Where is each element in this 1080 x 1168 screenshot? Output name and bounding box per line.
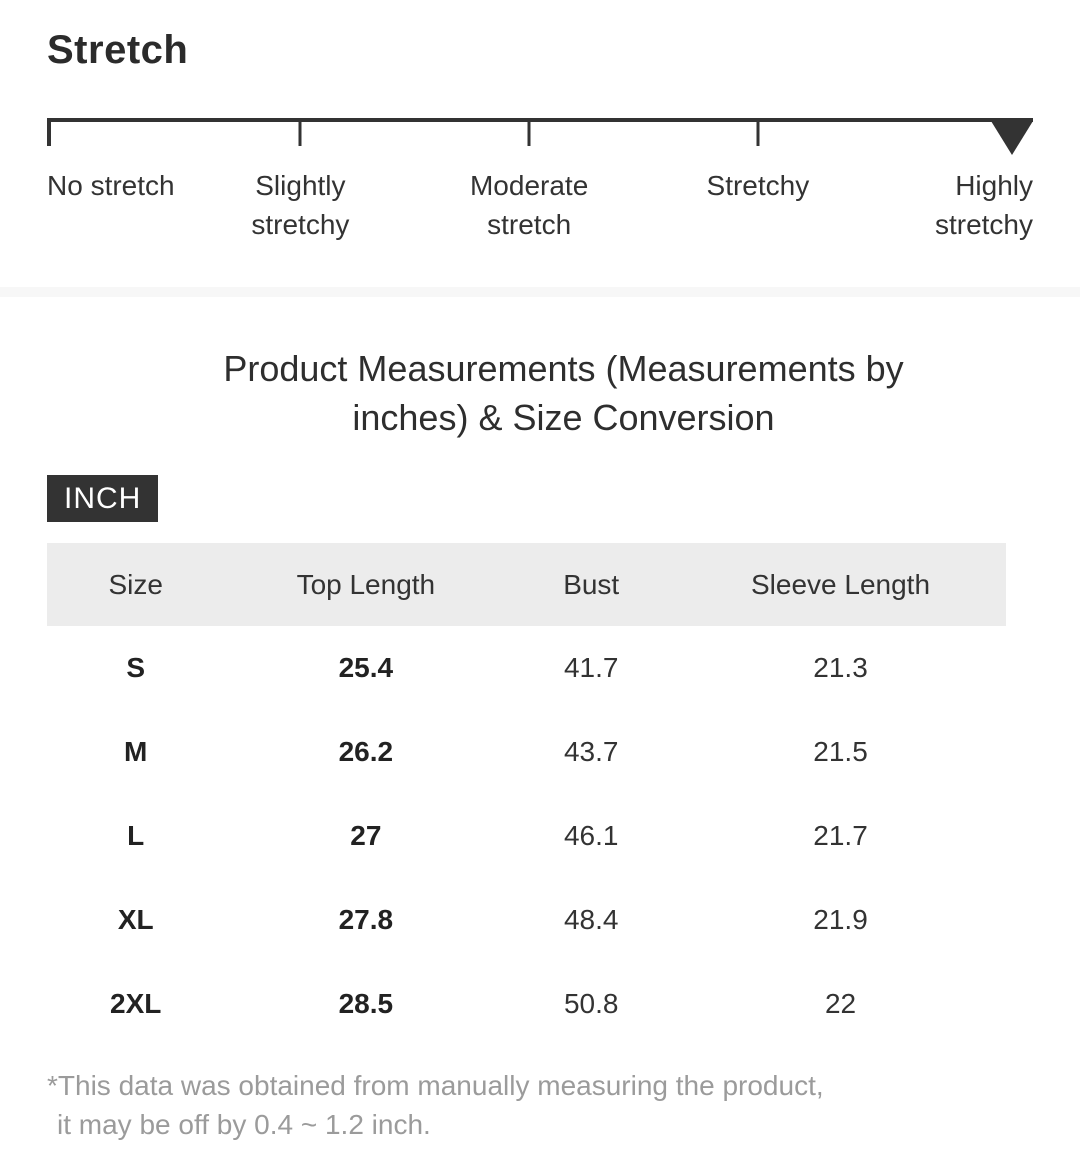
selected-level-triangle-icon xyxy=(991,121,1033,155)
cell-top-length: 28.5 xyxy=(338,988,394,1019)
table-row: M 26.2 43.7 21.5 xyxy=(47,710,1006,794)
section-divider xyxy=(0,287,1080,297)
cell-size: S xyxy=(126,652,146,683)
cell-top-length: 25.4 xyxy=(338,652,394,683)
column-header-top-length: Top Length xyxy=(296,568,436,600)
column-header-bust: Bust xyxy=(563,568,620,600)
scale-line xyxy=(47,118,1033,122)
cell-top-length: 27 xyxy=(350,820,382,851)
cell-top-length: 27.8 xyxy=(338,904,394,935)
cell-bust: 43.7 xyxy=(563,736,619,767)
cell-sleeve-length: 21.7 xyxy=(813,820,868,851)
scale-label-moderate-stretch: Moderate stretch xyxy=(469,170,589,240)
scale-label-slightly-stretchy: Slightly stretchy xyxy=(251,170,350,240)
scale-tick xyxy=(527,118,531,146)
cell-top-length: 26.2 xyxy=(338,736,394,767)
table-body: S 25.4 41.7 21.3 M 26.2 43.7 21.5 L 27 4… xyxy=(47,626,1006,1046)
table-row: 2XL 28.5 50.8 22 xyxy=(47,962,1006,1046)
cell-sleeve-length: 22 xyxy=(824,988,857,1019)
table-row: S 25.4 41.7 21.3 xyxy=(47,626,1006,710)
cell-bust: 46.1 xyxy=(563,820,619,851)
measurements-title-wrap: Product Measurements (Measurements by in… xyxy=(47,344,1080,442)
cell-bust: 50.8 xyxy=(563,988,619,1019)
disclaimer-line-2: it may be off by 0.4 ~ 1.2 inch. xyxy=(57,1109,431,1140)
cell-sleeve-length: 21.5 xyxy=(813,736,868,767)
cell-size: L xyxy=(127,820,145,851)
column-header-sleeve-length: Sleeve Length xyxy=(751,568,931,600)
table-row: XL 27.8 48.4 21.9 xyxy=(47,878,1006,962)
disclaimer-line-1: *This data was obtained from manually me… xyxy=(47,1070,824,1101)
stretch-scale-labels: No stretch Slightly stretchy Moderate st… xyxy=(47,166,1033,250)
cell-bust: 41.7 xyxy=(563,652,619,683)
measurement-disclaimer: *This data was obtained from manually me… xyxy=(47,1066,1033,1144)
scale-label-no-stretch: No stretch xyxy=(47,170,175,201)
stretch-section-heading: Stretch xyxy=(47,28,189,72)
scale-label-highly-stretchy: Highly stretchy xyxy=(934,170,1033,240)
cell-size: 2XL xyxy=(110,988,162,1019)
table-row: L 27 46.1 21.7 xyxy=(47,794,1006,878)
unit-badge-inch[interactable]: INCH xyxy=(47,475,159,522)
column-header-size: Size xyxy=(108,568,163,600)
stretch-scale xyxy=(47,118,1033,178)
scale-tick xyxy=(756,118,760,146)
cell-sleeve-length: 21.3 xyxy=(813,652,868,683)
scale-tick xyxy=(298,118,302,146)
scale-tick xyxy=(47,118,51,146)
size-table: Size Top Length Bust Sleeve Length S 25.… xyxy=(47,543,1006,1046)
table-header-row: Size Top Length Bust Sleeve Length xyxy=(47,543,1006,626)
scale-label-stretchy: Stretchy xyxy=(706,170,810,201)
cell-size: M xyxy=(124,736,148,767)
cell-bust: 48.4 xyxy=(563,904,619,935)
measurements-title: Product Measurements (Measurements by in… xyxy=(223,348,904,438)
cell-size: XL xyxy=(117,904,154,935)
cell-sleeve-length: 21.9 xyxy=(813,904,868,935)
